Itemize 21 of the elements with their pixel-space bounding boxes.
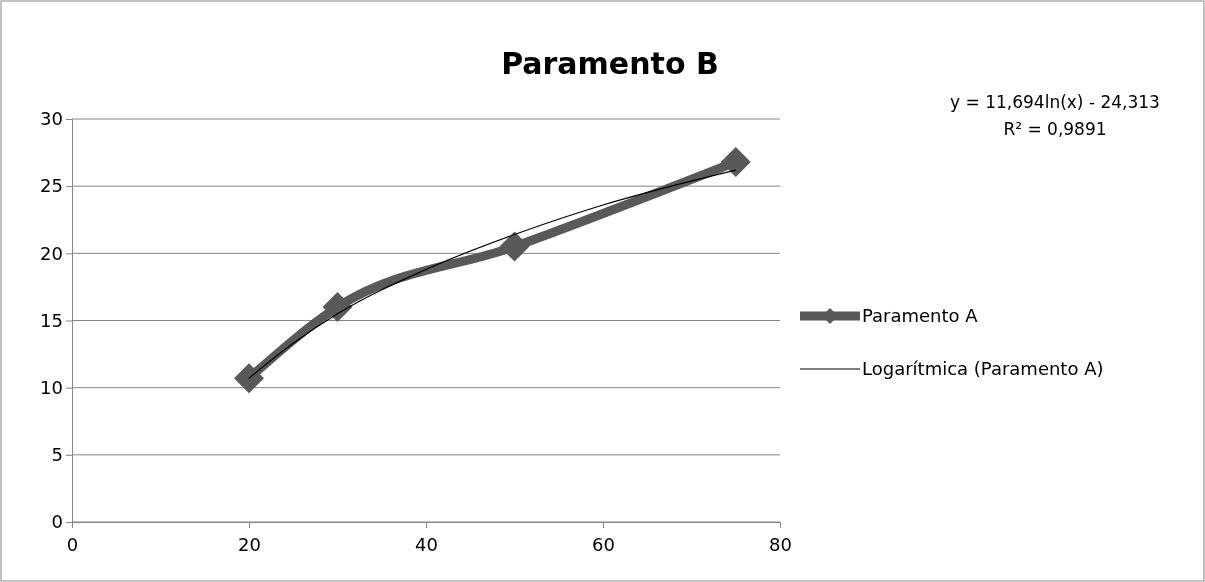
- text: y = 11,694ln(x) - 24,313: [950, 92, 1160, 112]
- y-tick-label: 5: [51, 444, 63, 466]
- legend-label: Logarítmica (Paramento A): [862, 358, 1104, 379]
- x-tick-label: 40: [415, 533, 438, 555]
- x-tick-label: 20: [238, 533, 261, 555]
- text: R² = 0,9891: [1003, 119, 1107, 139]
- y-tick-label: 30: [40, 108, 63, 130]
- chart-title: Paramento B: [501, 46, 719, 81]
- point: [322, 292, 353, 323]
- x-tick-label: 60: [592, 533, 615, 555]
- y-tick-label: 0: [51, 511, 63, 533]
- x-tick-label: 0: [66, 533, 79, 555]
- y-tick-label: 15: [40, 309, 63, 331]
- legend-label: Paramento A: [862, 305, 979, 326]
- y-tick-label: 20: [40, 242, 63, 264]
- x-tick-label: 80: [769, 533, 792, 555]
- y-tick-label: 25: [40, 175, 63, 197]
- point: [234, 363, 264, 394]
- y-tick-label: 10: [40, 376, 63, 398]
- point: [499, 231, 530, 262]
- point: [720, 146, 751, 177]
